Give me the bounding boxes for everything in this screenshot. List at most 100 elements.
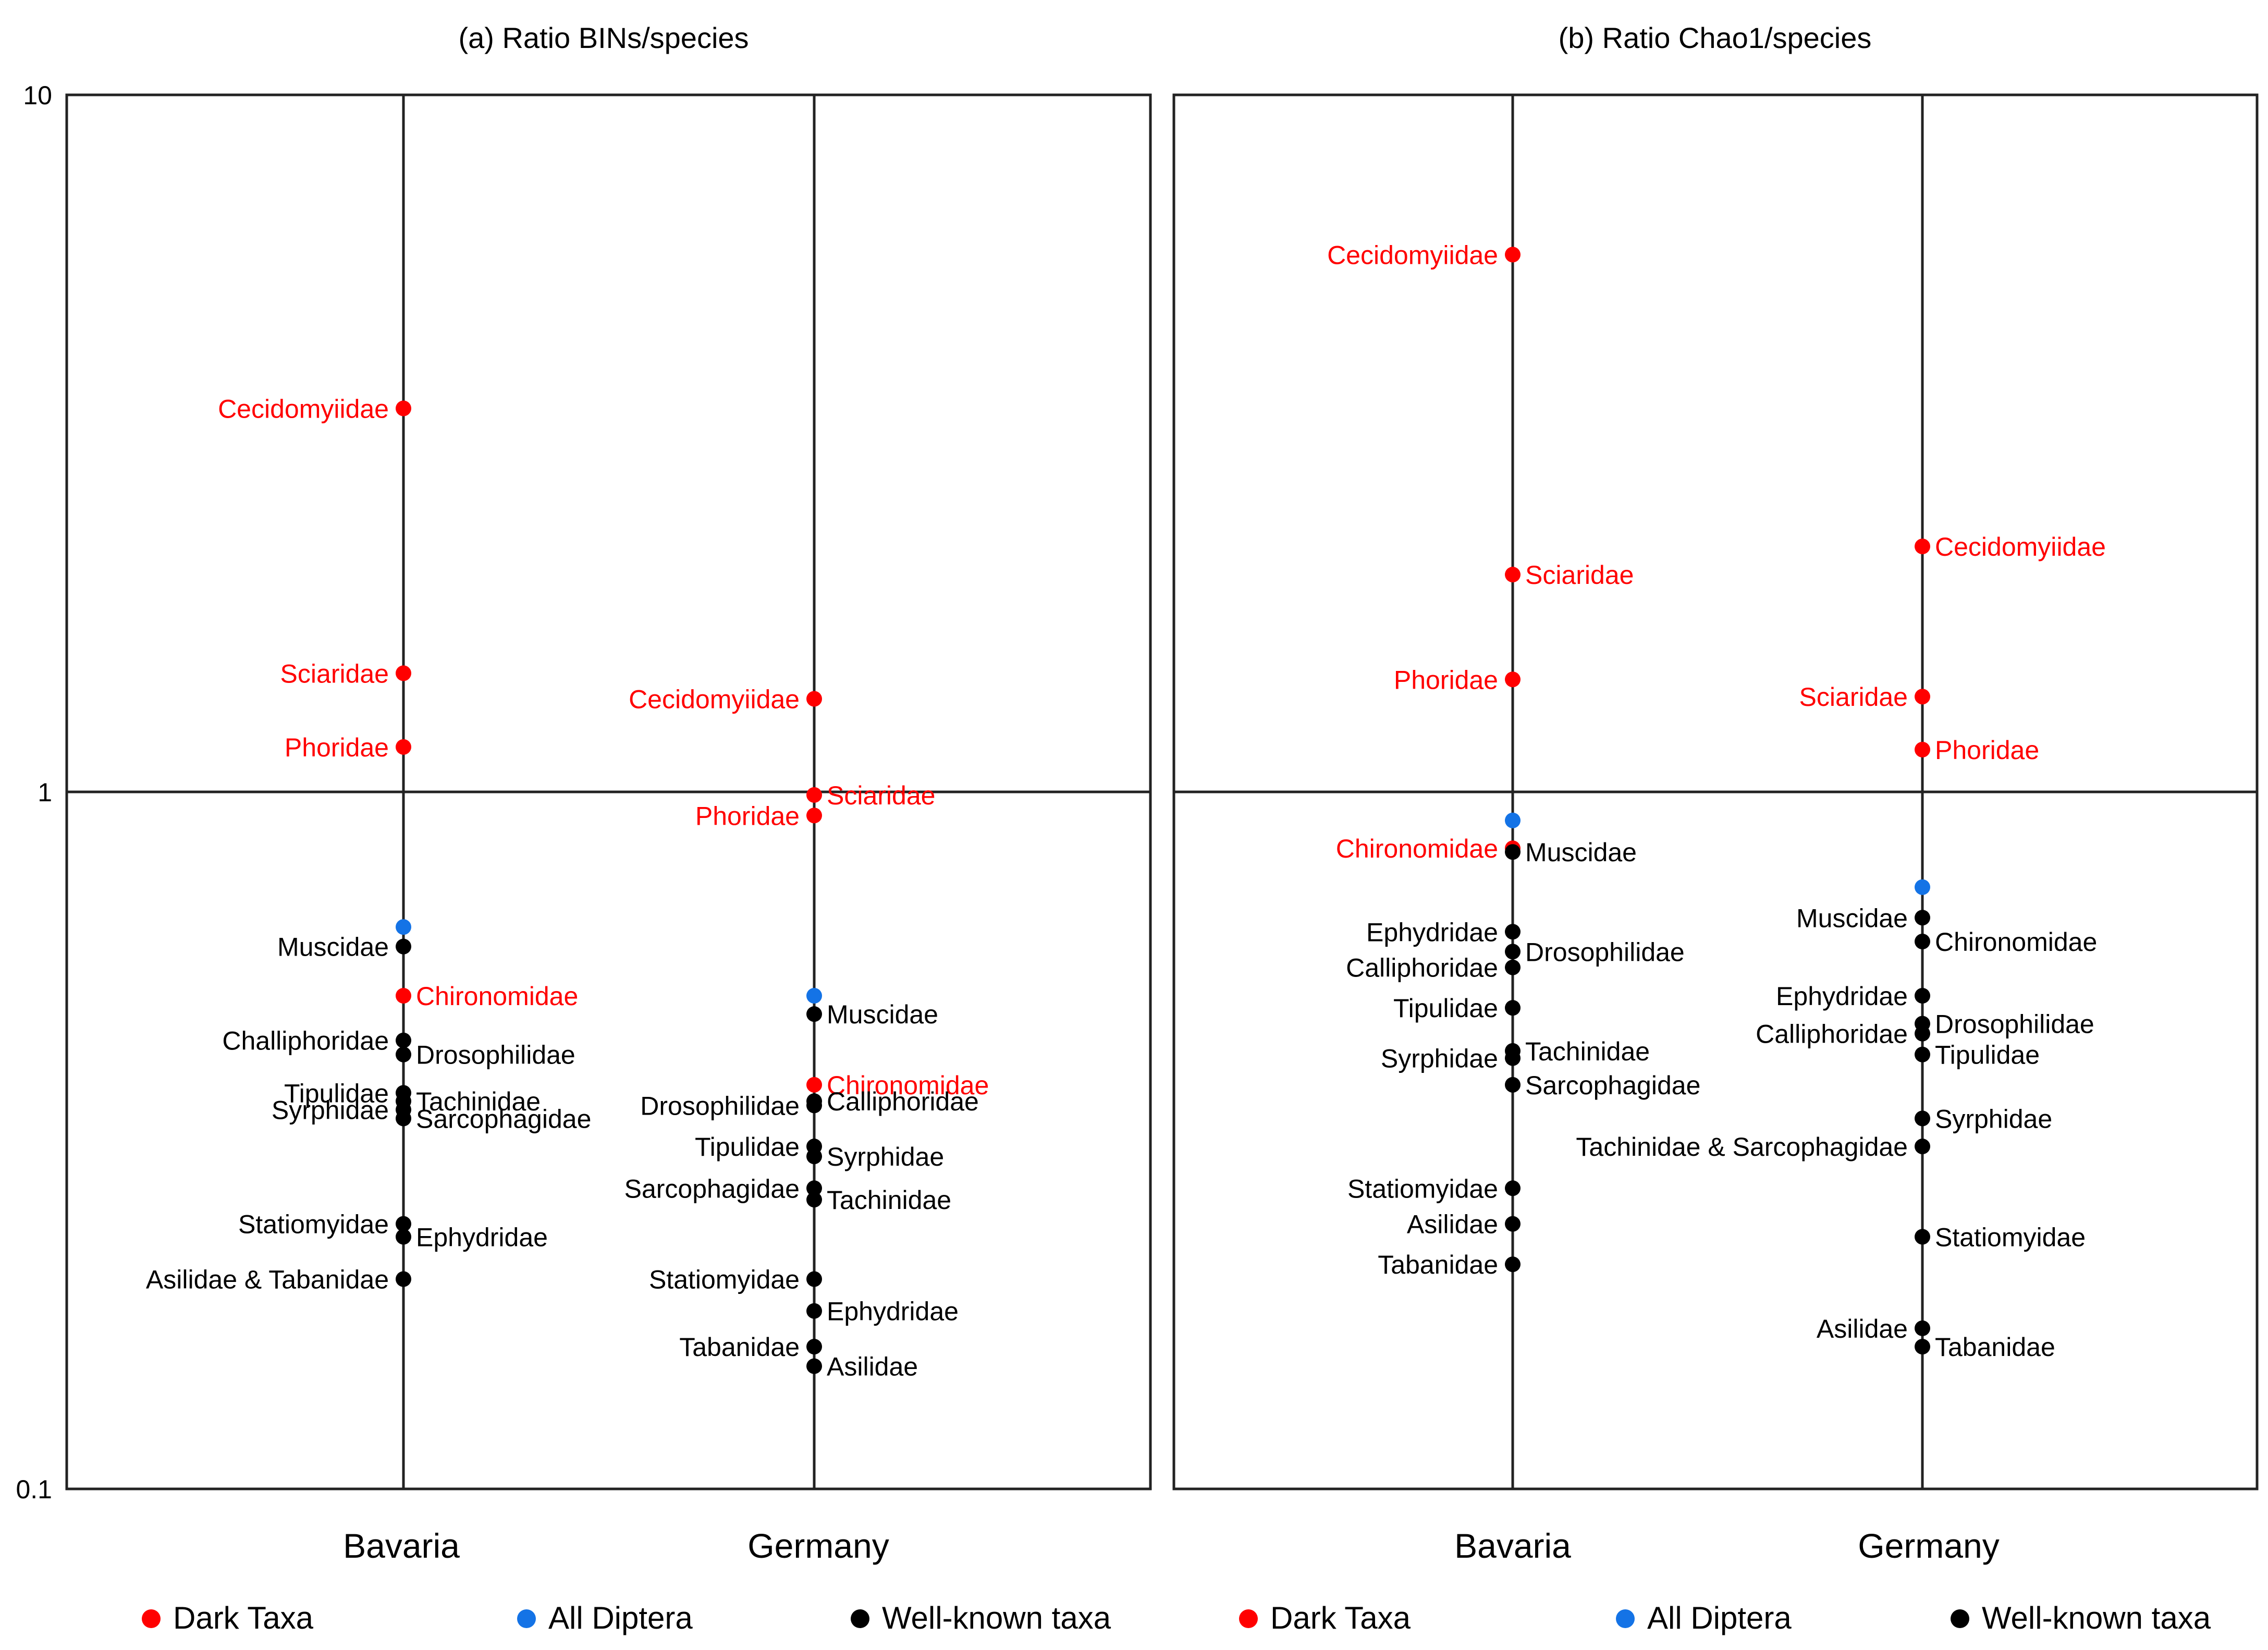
point-well-known-taxa-syrphidae-germany <box>806 1148 822 1165</box>
point-dark-taxa-sciaridae-germany <box>806 787 822 803</box>
chart-title: (b) Ratio Chao1/species <box>1559 21 1872 54</box>
point-well-known-taxa-tabanidae-germany <box>806 1339 822 1355</box>
point-label-drosophilidae: Drosophilidae <box>1935 1010 2094 1039</box>
point-label-tipulidae: Tipulidae <box>695 1132 800 1162</box>
point-label-tabanidae: Tabanidae <box>1378 1250 1498 1279</box>
point-well-known-taxa-statiomyidae-germany <box>806 1271 822 1287</box>
point-label-ephydridae: Ephydridae <box>1366 918 1498 947</box>
legend-marker-dark-taxa <box>1239 1609 1258 1628</box>
point-well-known-taxa-statiomyidae-bavaria <box>396 1216 411 1232</box>
point-label-challiphoridae: Challiphoridae <box>222 1026 389 1056</box>
point-dark-taxa-chironomidae-germany <box>806 1077 822 1093</box>
point-well-known-taxa-tipulidae-germany <box>1915 1046 1930 1062</box>
point-label-sarcophagidae: Sarcophagidae <box>416 1104 591 1133</box>
legend-marker-well-known-taxa <box>1951 1609 1969 1628</box>
point-well-known-taxa-tipulidae-bavaria <box>1505 1000 1521 1016</box>
point-label-ephydridae: Ephydridae <box>1776 982 1908 1011</box>
point-label-chironomidae: Chironomidae <box>416 982 578 1011</box>
point-label-cecidomyiidae: Cecidomyiidae <box>1327 240 1498 270</box>
point-well-known-taxa-ephydridae-germany <box>806 1303 822 1319</box>
point-dark-taxa-sciaridae-germany <box>1915 689 1930 705</box>
point-label-tabanidae: Tabanidae <box>1935 1333 2055 1362</box>
point-label-drosophilidae: Drosophilidae <box>1525 937 1685 967</box>
legend-label-well-known-taxa: Well-known taxa <box>1982 1600 2211 1635</box>
point-label-sciaridae: Sciaridae <box>1525 560 1634 590</box>
point-label-cecidomyiidae: Cecidomyiidae <box>1935 532 2106 561</box>
point-label-phoridae: Phoridae <box>695 801 800 830</box>
point-label-statiomyidae: Statiomyidae <box>1935 1223 2086 1252</box>
point-label-calliphoridae: Calliphoridae <box>1756 1020 1908 1049</box>
point-dark-taxa-cecidomyiidae-bavaria <box>1505 247 1521 263</box>
point-label-tipulidae: Tipulidae <box>1935 1041 2040 1070</box>
point-dark-taxa-cecidomyiidae-germany <box>1915 539 1930 555</box>
point-label-statiomyidae: Statiomyidae <box>649 1265 800 1294</box>
legend-label-all-diptera: All Diptera <box>1647 1600 1792 1635</box>
point-label-tachinidae: Tachinidae <box>827 1185 951 1215</box>
legend-marker-all-diptera <box>1616 1609 1635 1628</box>
point-well-known-taxa-asilidae-germany <box>1915 1320 1930 1336</box>
point-label-muscidae: Muscidae <box>1796 903 1908 933</box>
point-label-tipulidae: Tipulidae <box>284 1079 389 1108</box>
point-well-known-taxa-calliphoridae-germany <box>1915 1025 1930 1042</box>
point-well-known-taxa-sarcophagidae-bavaria <box>1505 1077 1521 1093</box>
point-all-diptera-bavaria <box>396 919 411 935</box>
chart-title: (a) Ratio BINs/species <box>458 21 749 54</box>
point-well-known-taxa-muscidae-germany <box>806 1006 822 1022</box>
point-label-muscidae: Muscidae <box>277 933 389 962</box>
point-label-drosophilidae: Drosophilidae <box>640 1091 800 1120</box>
point-all-diptera-germany <box>1915 879 1930 895</box>
point-well-known-taxa-drosophilidae-germany <box>806 1097 822 1114</box>
panel-b: (b) Ratio Chao1/species Bavaria Germany <box>1172 21 2259 1565</box>
point-well-known-taxa-sarcophagidae-bavaria <box>396 1110 411 1127</box>
x-category-label: Bavaria <box>343 1526 460 1565</box>
point-well-known-taxa-sarcophagidae-germany <box>806 1180 822 1196</box>
point-well-known-taxa-drosophilidae-bavaria <box>396 1046 411 1062</box>
point-well-known-taxa-asilidae-bavaria <box>1505 1216 1521 1232</box>
point-well-known-taxa-ephydridae-germany <box>1915 987 1930 1004</box>
point-dark-taxa-sciaridae-bavaria <box>396 665 411 681</box>
point-label-tachinidae: Tachinidae <box>416 1087 541 1116</box>
point-well-known-taxa-syrphidae-germany <box>1915 1110 1930 1127</box>
point-well-known-taxa-muscidae-germany <box>1915 910 1930 926</box>
point-well-known-taxa-tabanidae-bavaria <box>1505 1256 1521 1273</box>
point-all-diptera-germany <box>806 987 822 1004</box>
point-label-statiomyidae: Statiomyidae <box>238 1210 389 1239</box>
point-well-known-taxa-asilidae-and-tabanidae-bavaria <box>396 1271 411 1287</box>
point-well-known-taxa-asilidae-germany <box>806 1358 822 1374</box>
point-label-chironomidae: Chironomidae <box>1336 834 1498 863</box>
point-label-cecidomyiidae: Cecidomyiidae <box>218 394 389 423</box>
panel-frames: 10 1 0.1 (a) Ratio BINs/species Bavaria Germa… <box>16 21 2259 1565</box>
point-label-muscidae: Muscidae <box>1525 838 1637 867</box>
point-well-known-taxa-tachinidae-germany <box>806 1192 822 1208</box>
point-label-statiomyidae: Statiomyidae <box>1347 1174 1498 1203</box>
point-label-tipulidae: Tipulidae <box>1393 994 1498 1023</box>
point-label-asilidae-and-tabanidae: Asilidae & Tabanidae <box>146 1265 389 1294</box>
point-dark-taxa-phoridae-bavaria <box>396 739 411 755</box>
point-dark-taxa-phoridae-bavaria <box>1505 671 1521 688</box>
point-label-syrphidae: Syrphidae <box>1935 1104 2052 1133</box>
point-label-asilidae: Asilidae <box>1817 1314 1908 1343</box>
point-label-sciaridae: Sciaridae <box>827 781 935 810</box>
point-well-known-taxa-syrphidae-bavaria <box>1505 1050 1521 1066</box>
point-label-syrphidae: Syrphidae <box>272 1096 389 1125</box>
point-label-muscidae: Muscidae <box>827 1000 938 1029</box>
legend-marker-dark-taxa <box>142 1609 161 1628</box>
legend-marker-all-diptera <box>517 1609 536 1628</box>
point-label-syrphidae: Syrphidae <box>1381 1044 1498 1073</box>
point-dark-taxa-chironomidae-bavaria <box>396 987 411 1004</box>
point-well-known-taxa-calliphoridae-bavaria <box>1505 959 1521 975</box>
point-label-sarcophagidae: Sarcophagidae <box>624 1174 800 1203</box>
point-label-chironomidae: Chironomidae <box>1935 927 2097 957</box>
point-label-tachinidae-and-sarcophagidae: Tachinidae & Sarcophagidae <box>1576 1132 1908 1162</box>
point-labels: Cecidomyiidae Sciaridae Phoridae Chironomid… <box>146 240 2106 1381</box>
point-label-sciaridae: Sciaridae <box>1799 682 1908 712</box>
point-well-known-taxa-statiomyidae-germany <box>1915 1229 1930 1245</box>
point-label-ephydridae: Ephydridae <box>827 1297 959 1326</box>
point-label-drosophilidae: Drosophilidae <box>416 1041 575 1070</box>
point-dark-taxa-sciaridae-bavaria <box>1505 567 1521 583</box>
point-dark-taxa-phoridae-germany <box>806 808 822 824</box>
legend-label-all-diptera: All Diptera <box>548 1600 693 1635</box>
point-well-known-taxa-muscidae-bavaria <box>1505 844 1521 860</box>
legend: Dark Taxa All Diptera Well-known taxa Dark … <box>142 1600 2211 1635</box>
